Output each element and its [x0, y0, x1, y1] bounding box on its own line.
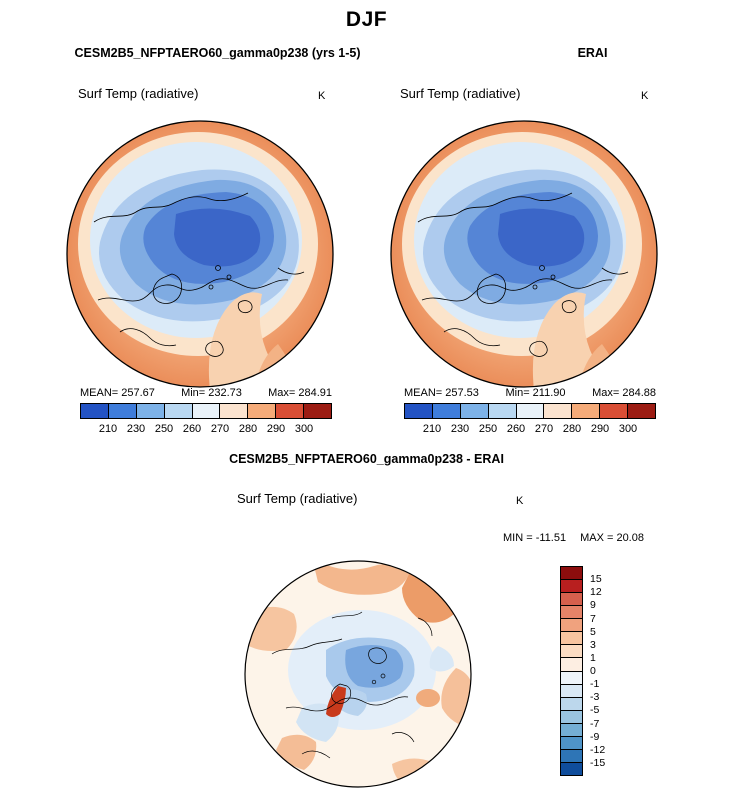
colorbar-segment [405, 404, 432, 418]
erai-subtitle: Surf Temp (radiative) [400, 86, 521, 101]
tick-label: 290 [266, 423, 286, 435]
tick-label: 3 [590, 638, 596, 651]
tick-label: 250 [478, 423, 498, 435]
colorbar-segment [487, 404, 516, 418]
tick-label: 250 [154, 423, 174, 435]
tick-label: -15 [590, 756, 606, 769]
colorbar-segment [561, 579, 582, 593]
tick-label: 260 [182, 423, 202, 435]
erai-mean-stat: MEAN= 257.53 [404, 387, 479, 399]
colorbar-segment [561, 683, 582, 697]
erai-min-stat: Min= 211.90 [505, 387, 566, 399]
colorbar-segment [247, 404, 276, 418]
tick-label: -12 [590, 743, 606, 756]
colorbar-segment [219, 404, 248, 418]
tick-label: 15 [590, 573, 602, 586]
tick-label: 290 [590, 423, 610, 435]
model-stats-row: MEAN= 257.67 Min= 232.73 Max= 284.91 [80, 387, 332, 399]
diff-units-label: K [516, 495, 524, 507]
tick-label: 230 [126, 423, 146, 435]
diff-polar-map [242, 558, 474, 790]
model-polar-map [64, 118, 336, 390]
colorbar-segment [561, 761, 582, 775]
tick-label: 280 [562, 423, 582, 435]
colorbar-segment [135, 404, 164, 418]
tick-label: 300 [294, 423, 314, 435]
model-temperature-colorbar [80, 403, 332, 419]
colorbar-segment [107, 404, 136, 418]
erai-max-stat: Max= 284.88 [592, 387, 656, 399]
diff-colorbar-tick-labels: 15 12 9 7 5 3 1 0 -1 -3 -5 -7 -9 -12 -15 [590, 566, 620, 776]
colorbar-segment [163, 404, 192, 418]
tick-label: 230 [450, 423, 470, 435]
model-subtitle: Surf Temp (radiative) [78, 86, 199, 101]
tick-label: 210 [422, 423, 442, 435]
diff-max-stat: MAX = 20.08 [580, 532, 644, 544]
tick-label: 270 [210, 423, 230, 435]
colorbar-segment [561, 722, 582, 736]
page-title: DJF [345, 8, 388, 31]
diff-panel-header: CESM2B5_NFPTAERO60_gamma0p238 - ERAI [229, 452, 504, 466]
tick-label: 12 [590, 586, 602, 599]
erai-temperature-colorbar [404, 403, 656, 419]
colorbar-segment [561, 631, 582, 645]
colorbar-segment [561, 696, 582, 710]
diff-stats-row: MIN = -11.51 MAX = 20.08 [503, 532, 644, 544]
tick-label: 1 [590, 651, 596, 664]
colorbar-segment [515, 404, 544, 418]
model-panel-header: CESM2B5_NFPTAERO60_gamma0p238 (yrs 1-5) [74, 46, 361, 60]
colorbar-segment [561, 605, 582, 619]
erai-units-label: K [641, 90, 649, 102]
model-colorbar-tick-labels: 210 230 250 260 270 280 290 300 [80, 423, 332, 436]
tick-label: 280 [238, 423, 258, 435]
tick-label: 9 [590, 599, 596, 612]
colorbar-segment [561, 670, 582, 684]
colorbar-segment [431, 404, 460, 418]
colorbar-segment [561, 567, 582, 580]
colorbar-segment [543, 404, 572, 418]
model-units-label: K [318, 90, 326, 102]
tick-label: 5 [590, 625, 596, 638]
tick-label: -5 [590, 704, 600, 717]
colorbar-segment [275, 404, 304, 418]
tick-label: -3 [590, 691, 600, 704]
colorbar-segment [459, 404, 488, 418]
diff-colorbar [560, 566, 583, 776]
colorbar-segment [303, 404, 332, 418]
colorbar-segment [627, 404, 656, 418]
tick-label: 300 [618, 423, 638, 435]
diff-subtitle: Surf Temp (radiative) [237, 491, 358, 506]
erai-colorbar-tick-labels: 210 230 250 260 270 280 290 300 [404, 423, 656, 436]
tick-label: -7 [590, 717, 600, 730]
tick-label: 7 [590, 612, 596, 625]
colorbar-segment [561, 709, 582, 723]
colorbar-segment [561, 657, 582, 671]
diff-min-stat: MIN = -11.51 [503, 532, 567, 544]
colorbar-segment [561, 644, 582, 658]
colorbar-segment [599, 404, 628, 418]
erai-polar-map [388, 118, 660, 390]
colorbar-segment [561, 735, 582, 749]
colorbar-segment [561, 618, 582, 632]
erai-panel-header: ERAI [577, 46, 608, 60]
colorbar-segment [561, 748, 582, 762]
erai-stats-row: MEAN= 257.53 Min= 211.90 Max= 284.88 [404, 387, 656, 399]
colorbar-segment [571, 404, 600, 418]
model-max-stat: Max= 284.91 [268, 387, 332, 399]
tick-label: 270 [534, 423, 554, 435]
model-min-stat: Min= 232.73 [181, 387, 242, 399]
colorbar-segment [81, 404, 108, 418]
colorbar-segment [191, 404, 220, 418]
tick-label: -9 [590, 730, 600, 743]
tick-label: 210 [98, 423, 118, 435]
tick-label: -1 [590, 678, 600, 691]
colorbar-segment [561, 592, 582, 606]
tick-label: 260 [506, 423, 526, 435]
model-mean-stat: MEAN= 257.67 [80, 387, 155, 399]
tick-label: 0 [590, 665, 596, 677]
